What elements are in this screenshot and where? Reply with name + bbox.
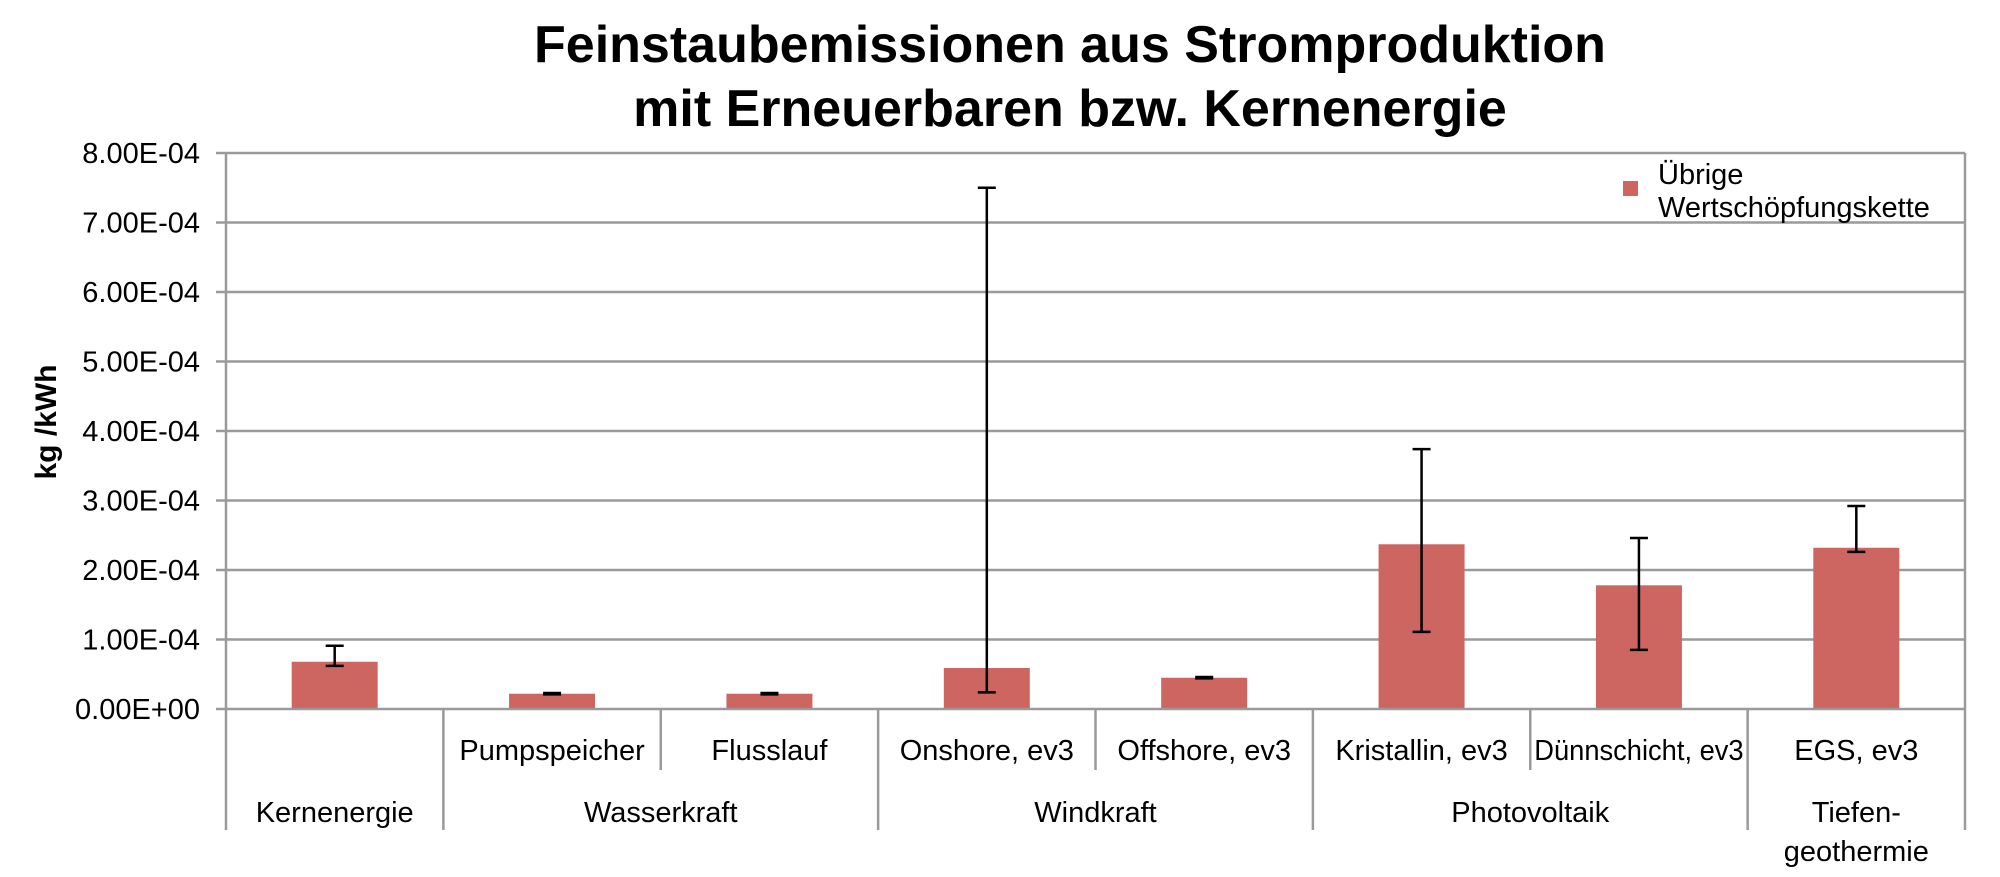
group-label: Wasserkraft (584, 797, 738, 829)
bar (291, 661, 378, 709)
axes (224, 153, 1967, 830)
y-tick-label: 1.00E-04 (82, 625, 200, 657)
y-axis-ticks: 0.00E+00 1.00E-04 2.00E-04 3.00E-04 4.00E-04… (75, 138, 226, 726)
chart-title: Feinstaubemissionen aus Stromproduktion m… (534, 16, 1606, 138)
group-label: Windkraft (1034, 797, 1156, 829)
legend-swatch (1623, 181, 1638, 196)
y-tick-label: 5.00E-04 (82, 347, 200, 379)
category-label: Dünnschicht, ev3 (1534, 735, 1743, 767)
category-label: EGS, ev3 (1794, 735, 1918, 767)
chart-title-line: Feinstaubemissionen aus Stromproduktion (534, 16, 1606, 74)
legend-label: Übrige (1658, 159, 1743, 191)
bar (1161, 677, 1248, 709)
category-label: Onshore, ev3 (900, 735, 1074, 767)
error-bars (325, 186, 1866, 696)
legend-label: Wertschöpfungskette (1658, 192, 1930, 224)
y-tick-label: 3.00E-04 (82, 486, 200, 518)
bar (726, 693, 813, 709)
y-tick-label: 8.00E-04 (82, 138, 200, 170)
y-tick-label: 6.00E-04 (82, 277, 200, 309)
group-label: geothermie (1784, 836, 1929, 868)
category-label: Kristallin, ev3 (1335, 735, 1507, 767)
bar (509, 693, 596, 709)
gridlines (226, 151, 1965, 641)
category-label: Offshore, ev3 (1117, 735, 1291, 767)
group-labels: Kernenergie Wasserkraft Windkraft Photovolt… (256, 797, 1929, 868)
chart-title-line: mit Erneuerbaren bzw. Kernenergie (633, 80, 1507, 138)
y-tick-label: 0.00E+00 (75, 694, 200, 726)
bar (1813, 547, 1900, 709)
group-label: Kernenergie (256, 797, 414, 829)
category-labels: Pumpspeicher Flusslauf Onshore, ev3 Offshor… (459, 735, 1918, 767)
y-axis-label: kg /kWh (30, 364, 63, 479)
group-label: Photovoltaik (1451, 797, 1609, 829)
category-label: Pumpspeicher (459, 735, 645, 767)
group-label: Tiefen- (1812, 797, 1901, 829)
y-tick-label: 7.00E-04 (82, 208, 200, 240)
y-tick-label: 4.00E-04 (82, 416, 200, 448)
y-tick-label: 2.00E-04 (82, 555, 200, 587)
category-label: Flusslauf (711, 735, 828, 767)
